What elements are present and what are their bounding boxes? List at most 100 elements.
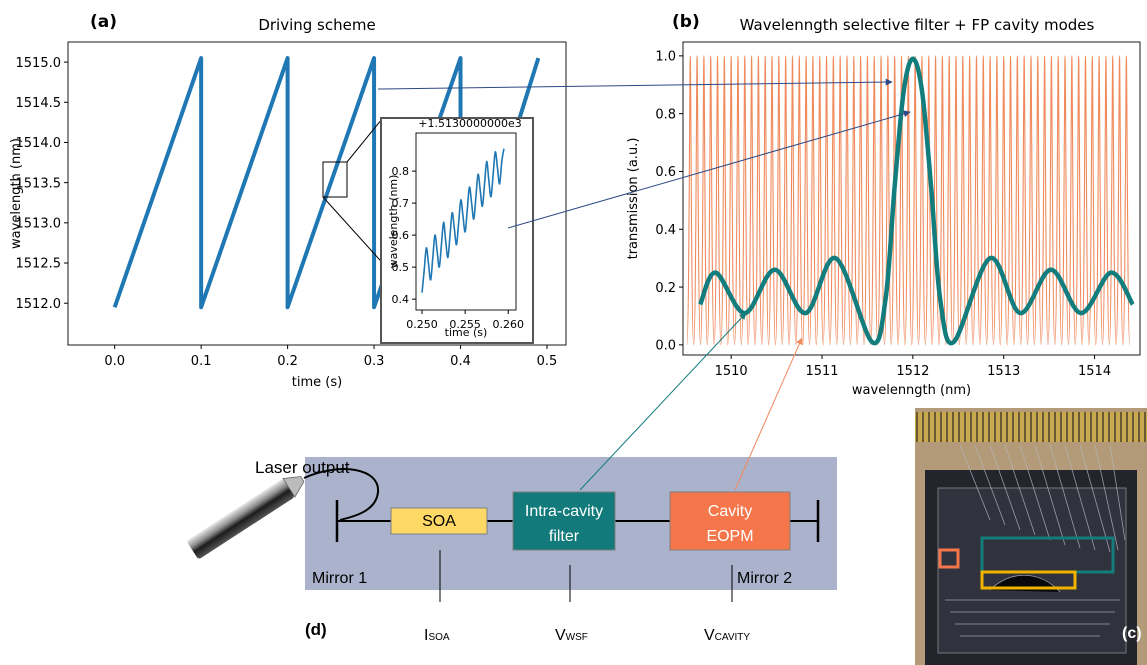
block-label: Intra-cavity — [525, 503, 603, 520]
control-label: VCAVITY — [704, 627, 750, 644]
laser-label: Laser output — [255, 458, 350, 477]
cavity-mode — [959, 56, 966, 345]
cavity-mode — [994, 56, 1001, 345]
cavity-mode — [1075, 56, 1082, 345]
x-tick-label: 0.250 — [406, 318, 438, 331]
mirror-label: Mirror 1 — [312, 570, 367, 587]
x-tick-label: 1510 — [715, 364, 748, 379]
plot-area — [687, 56, 1133, 345]
diagram: SOA Intra-cavity filter Cavity EOPM Mirr… — [186, 457, 837, 644]
figure: 1512.01512.51513.01513.51514.01514.51515… — [0, 0, 1147, 665]
cavity-mode — [775, 56, 782, 345]
y-tick-label: 1514.5 — [16, 96, 62, 111]
cavity-mode — [1082, 56, 1089, 345]
y-tick-label: 0.2 — [655, 281, 676, 296]
block-label: SOA — [422, 513, 456, 530]
cavity-mode — [864, 56, 871, 345]
arrow — [378, 82, 892, 89]
cavity-mode — [769, 56, 776, 345]
cavity-mode — [953, 56, 960, 345]
x-tick-label: 0.4 — [450, 354, 471, 369]
cavity-mode — [830, 56, 837, 345]
panel-label: (b) — [672, 12, 700, 32]
y-axis-label: wavelength (nm) — [9, 138, 24, 249]
chart-title: Wavelenngth selective filter + FP cavity… — [740, 16, 1095, 34]
block-label: filter — [549, 528, 580, 545]
x-tick-label: 0.1 — [191, 354, 212, 369]
symbol: V — [555, 627, 566, 644]
block-label: EOPM — [706, 528, 753, 545]
cavity-mode — [905, 56, 912, 345]
subscript: CAVITY — [715, 632, 751, 643]
cavity-mode — [946, 56, 953, 345]
y-tick-label: 0.6 — [655, 165, 676, 180]
chip-photo: (c) — [915, 408, 1147, 665]
cavity-mode — [1021, 56, 1028, 345]
subscript: SOA — [428, 632, 449, 643]
y-tick-label: 1515.0 — [16, 56, 62, 71]
control-label: VWSF — [555, 627, 588, 644]
cavity-mode — [707, 56, 714, 345]
cavity-mode — [1048, 56, 1055, 345]
y-tick-label: 0.4 — [392, 293, 410, 306]
cavity-mode — [844, 56, 851, 345]
x-axis-label: wavelenngth (nm) — [852, 383, 971, 398]
control-label: ISOA — [424, 627, 450, 644]
y-tick-label: 1512.5 — [16, 257, 62, 272]
offset-text: +1.5130000000e3 — [418, 117, 521, 130]
y-tick-label: 0.8 — [655, 107, 676, 122]
cavity-mode — [762, 56, 769, 345]
cavity-mode — [1096, 56, 1103, 345]
x-axis-label: time (s) — [445, 326, 488, 339]
cavity-mode — [871, 56, 878, 345]
y-tick-label: 0.0 — [655, 339, 676, 354]
cavity-mode — [1041, 56, 1048, 345]
cavity-mode — [857, 56, 864, 345]
y-tick-label: 1512.0 — [16, 297, 62, 312]
x-tick-label: 1512 — [896, 364, 929, 379]
x-tick-label: 0.5 — [537, 354, 558, 369]
symbol: V — [704, 627, 715, 644]
x-tick-label: 1513 — [987, 364, 1020, 379]
cavity-mode — [1000, 56, 1007, 345]
x-tick-label: 1514 — [1078, 364, 1111, 379]
x-tick-label: 1511 — [805, 364, 838, 379]
cavity-mode — [1055, 56, 1062, 345]
cavity-mode — [1062, 56, 1069, 345]
cavity-mode — [741, 56, 748, 345]
x-axis-label: time (s) — [292, 375, 342, 390]
y-axis-label: transmission (a.u.) — [626, 138, 641, 260]
block-label: Cavity — [708, 503, 752, 520]
cavity-mode — [973, 56, 980, 345]
subscript: WSF — [566, 632, 588, 643]
cavity-mode — [721, 56, 728, 345]
cavity-mode — [1034, 56, 1041, 345]
x-tick-label: 0.2 — [277, 354, 298, 369]
cavity-mode — [987, 56, 994, 345]
panel-label: (d) — [305, 620, 327, 639]
cavity-mode — [816, 56, 823, 345]
cavity-mode — [980, 56, 987, 345]
x-tick-label: 0.0 — [104, 354, 125, 369]
cavity-mode — [837, 56, 844, 345]
mirror-label: Mirror 2 — [737, 570, 792, 587]
cavity-mode — [1109, 56, 1116, 345]
y-tick-label: 1.0 — [655, 50, 676, 65]
cavity-mode — [803, 56, 810, 345]
x-tick-label: 0.260 — [492, 318, 524, 331]
cavity-mode — [1014, 56, 1021, 345]
cavity-mode — [1103, 56, 1110, 345]
panel-label: (c) — [1122, 625, 1142, 642]
cavity-mode — [714, 56, 721, 345]
x-tick-label: 0.3 — [364, 354, 385, 369]
chart-title: Driving scheme — [258, 16, 375, 34]
cavity-mode — [912, 56, 919, 345]
y-axis-label: wavelength (nm) — [387, 175, 400, 269]
fiber-probe — [186, 470, 308, 560]
panel-label: (a) — [90, 12, 117, 32]
cavity-mode — [782, 56, 789, 345]
cavity-mode — [823, 56, 830, 345]
cavity-mode — [1116, 56, 1123, 345]
cavity-mode — [687, 56, 694, 345]
